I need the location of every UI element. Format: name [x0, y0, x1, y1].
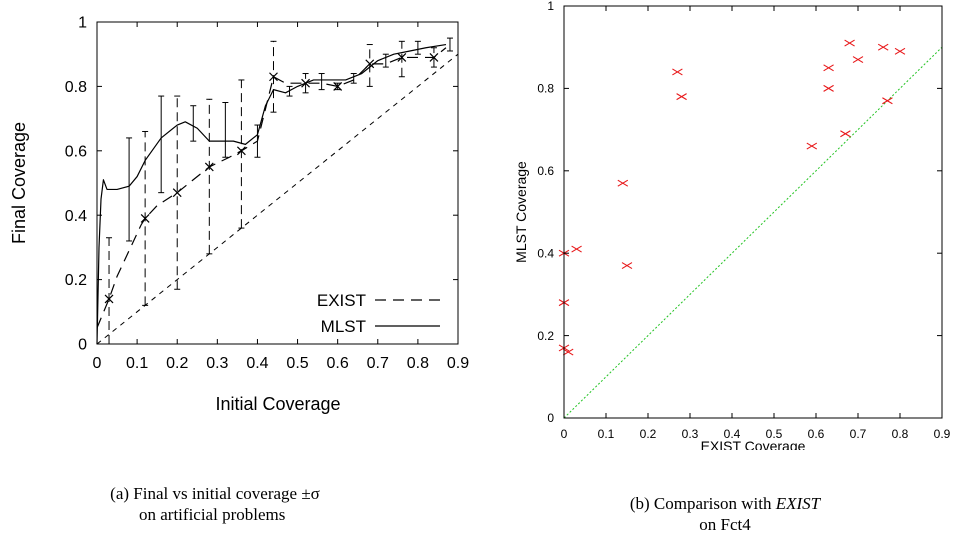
scatter-point: [617, 179, 629, 187]
x-tick-label: 0.9: [934, 427, 951, 441]
scatter-point: [621, 262, 633, 270]
scatter-point: [852, 56, 864, 64]
scatter-point: [894, 47, 906, 55]
y-tick-label: 0.8: [537, 82, 554, 96]
y-tick-label: 0.6: [65, 143, 87, 160]
panel-b-ticks: 0 0.1 0.2 0.3 0.4 0.5 0.6 0.7 0.8 0.9 0 0.2 0.4 0.6 0.…: [537, 0, 950, 441]
scatter-point: [840, 130, 851, 138]
x-tick-label: 0.4: [246, 355, 268, 372]
y-tick-label: 1: [547, 0, 554, 13]
y-tick-label: 0: [78, 337, 87, 354]
x-tick-label: 0.3: [206, 355, 228, 372]
scatter-point: [844, 39, 855, 47]
panel-a-xlabel: Initial Coverage: [215, 394, 340, 414]
y-tick-label: 0.4: [537, 246, 554, 260]
marker-exist: [397, 52, 407, 62]
panel-a-frame: [96, 21, 459, 345]
panel-b-frame: [563, 5, 943, 419]
scatter-point: [806, 142, 818, 150]
panel-a-marks: [96, 37, 459, 345]
x-tick-label: 0.5: [286, 355, 308, 372]
series-line-mlst: [96, 43, 447, 345]
y-tick-label: 0.4: [65, 208, 87, 225]
marker-exist: [140, 213, 150, 223]
caption-b-line1: (b) Comparison with EXIST: [600, 493, 850, 514]
x-tick-label: 0.5: [766, 427, 783, 441]
scatter-point: [562, 348, 574, 356]
panel-b-chart: 0 0.1 0.2 0.3 0.4 0.5 0.6 0.7 0.8 0.9 0 0.2 0.4 0.6 0.…: [513, 0, 951, 450]
x-tick-label: 0.8: [892, 427, 909, 441]
caption-b: (b) Comparison with EXIST on Fct4: [600, 493, 850, 535]
scatter-point: [882, 97, 893, 105]
marker-exist: [204, 162, 214, 172]
x-tick-label: 0: [561, 427, 568, 441]
legend-label-mlst: MLST: [321, 317, 366, 336]
caption-b-italic: EXIST: [775, 494, 821, 513]
x-tick-label: 0.1: [126, 355, 148, 372]
x-tick-label: 0.2: [640, 427, 657, 441]
y-tick-label: 0.8: [65, 79, 87, 96]
x-tick-label: 0.4: [724, 427, 741, 441]
marker-exist: [236, 146, 246, 156]
caption-b-line2: on Fct4: [699, 515, 751, 534]
scatter-point: [676, 93, 687, 101]
series-line-exist: [96, 47, 447, 329]
x-tick-label: 0.9: [447, 355, 469, 372]
y-tick-label: 0: [547, 411, 554, 425]
marker-exist: [269, 72, 278, 82]
marker-exist: [172, 188, 182, 198]
panel-a-legend: EXIST MLST: [317, 291, 440, 336]
panel-a-ylabel: Final Coverage: [9, 122, 29, 244]
scatter-point: [672, 68, 683, 76]
y-tick-label: 1: [78, 15, 87, 32]
scatter-point: [823, 64, 834, 72]
caption-a: (a) Final vs initial coverage ±σ on arti…: [95, 483, 335, 525]
panel-b-xlabel: EXIST Coverage: [701, 438, 806, 450]
diagonal-line: [563, 46, 943, 419]
panel-a-ticks: 0 0.1 0.2 0.3 0.4 0.5 0.6 0.7 0.8 0.9 0 0.2 0.4 0.6 0.…: [65, 15, 469, 372]
marker-exist: [104, 294, 114, 304]
y-tick-label: 0.2: [537, 329, 554, 343]
x-tick-label: 0.8: [407, 355, 429, 372]
x-tick-label: 0: [93, 355, 102, 372]
x-tick-label: 0.3: [682, 427, 699, 441]
x-tick-label: 0.6: [808, 427, 825, 441]
reference-diagonal-line: [96, 53, 459, 345]
marker-exist: [429, 52, 439, 62]
scatter-point: [571, 245, 582, 253]
x-tick-label: 0.1: [598, 427, 615, 441]
panel-b-marks: [558, 39, 943, 419]
x-tick-label: 0.7: [850, 427, 867, 441]
legend-label-exist: EXIST: [317, 291, 366, 310]
marker-exist: [333, 81, 343, 91]
figure-canvas: 0 0.1 0.2 0.3 0.4 0.5 0.6 0.7 0.8 0.9 0 0.2 0.4 0.6 0.…: [9, 0, 951, 450]
y-tick-label: 0.2: [65, 272, 87, 289]
scatter-point: [823, 84, 834, 92]
caption-a-line1: (a) Final vs initial coverage ±σ: [110, 484, 320, 503]
x-tick-label: 0.6: [327, 355, 349, 372]
x-tick-label: 0.2: [166, 355, 188, 372]
y-tick-label: 0.6: [537, 164, 554, 178]
caption-a-line2: on artificial problems: [139, 505, 286, 524]
marker-exist: [365, 59, 375, 69]
caption-b-prefix: (b) Comparison with: [629, 494, 776, 513]
panel-b-ylabel: MLST Coverage: [513, 161, 529, 263]
panel-a-chart: 0 0.1 0.2 0.3 0.4 0.5 0.6 0.7 0.8 0.9 0 0.2 0.4 0.6 0.…: [9, 15, 469, 414]
scatter-point: [877, 43, 889, 51]
x-tick-label: 0.7: [367, 355, 389, 372]
